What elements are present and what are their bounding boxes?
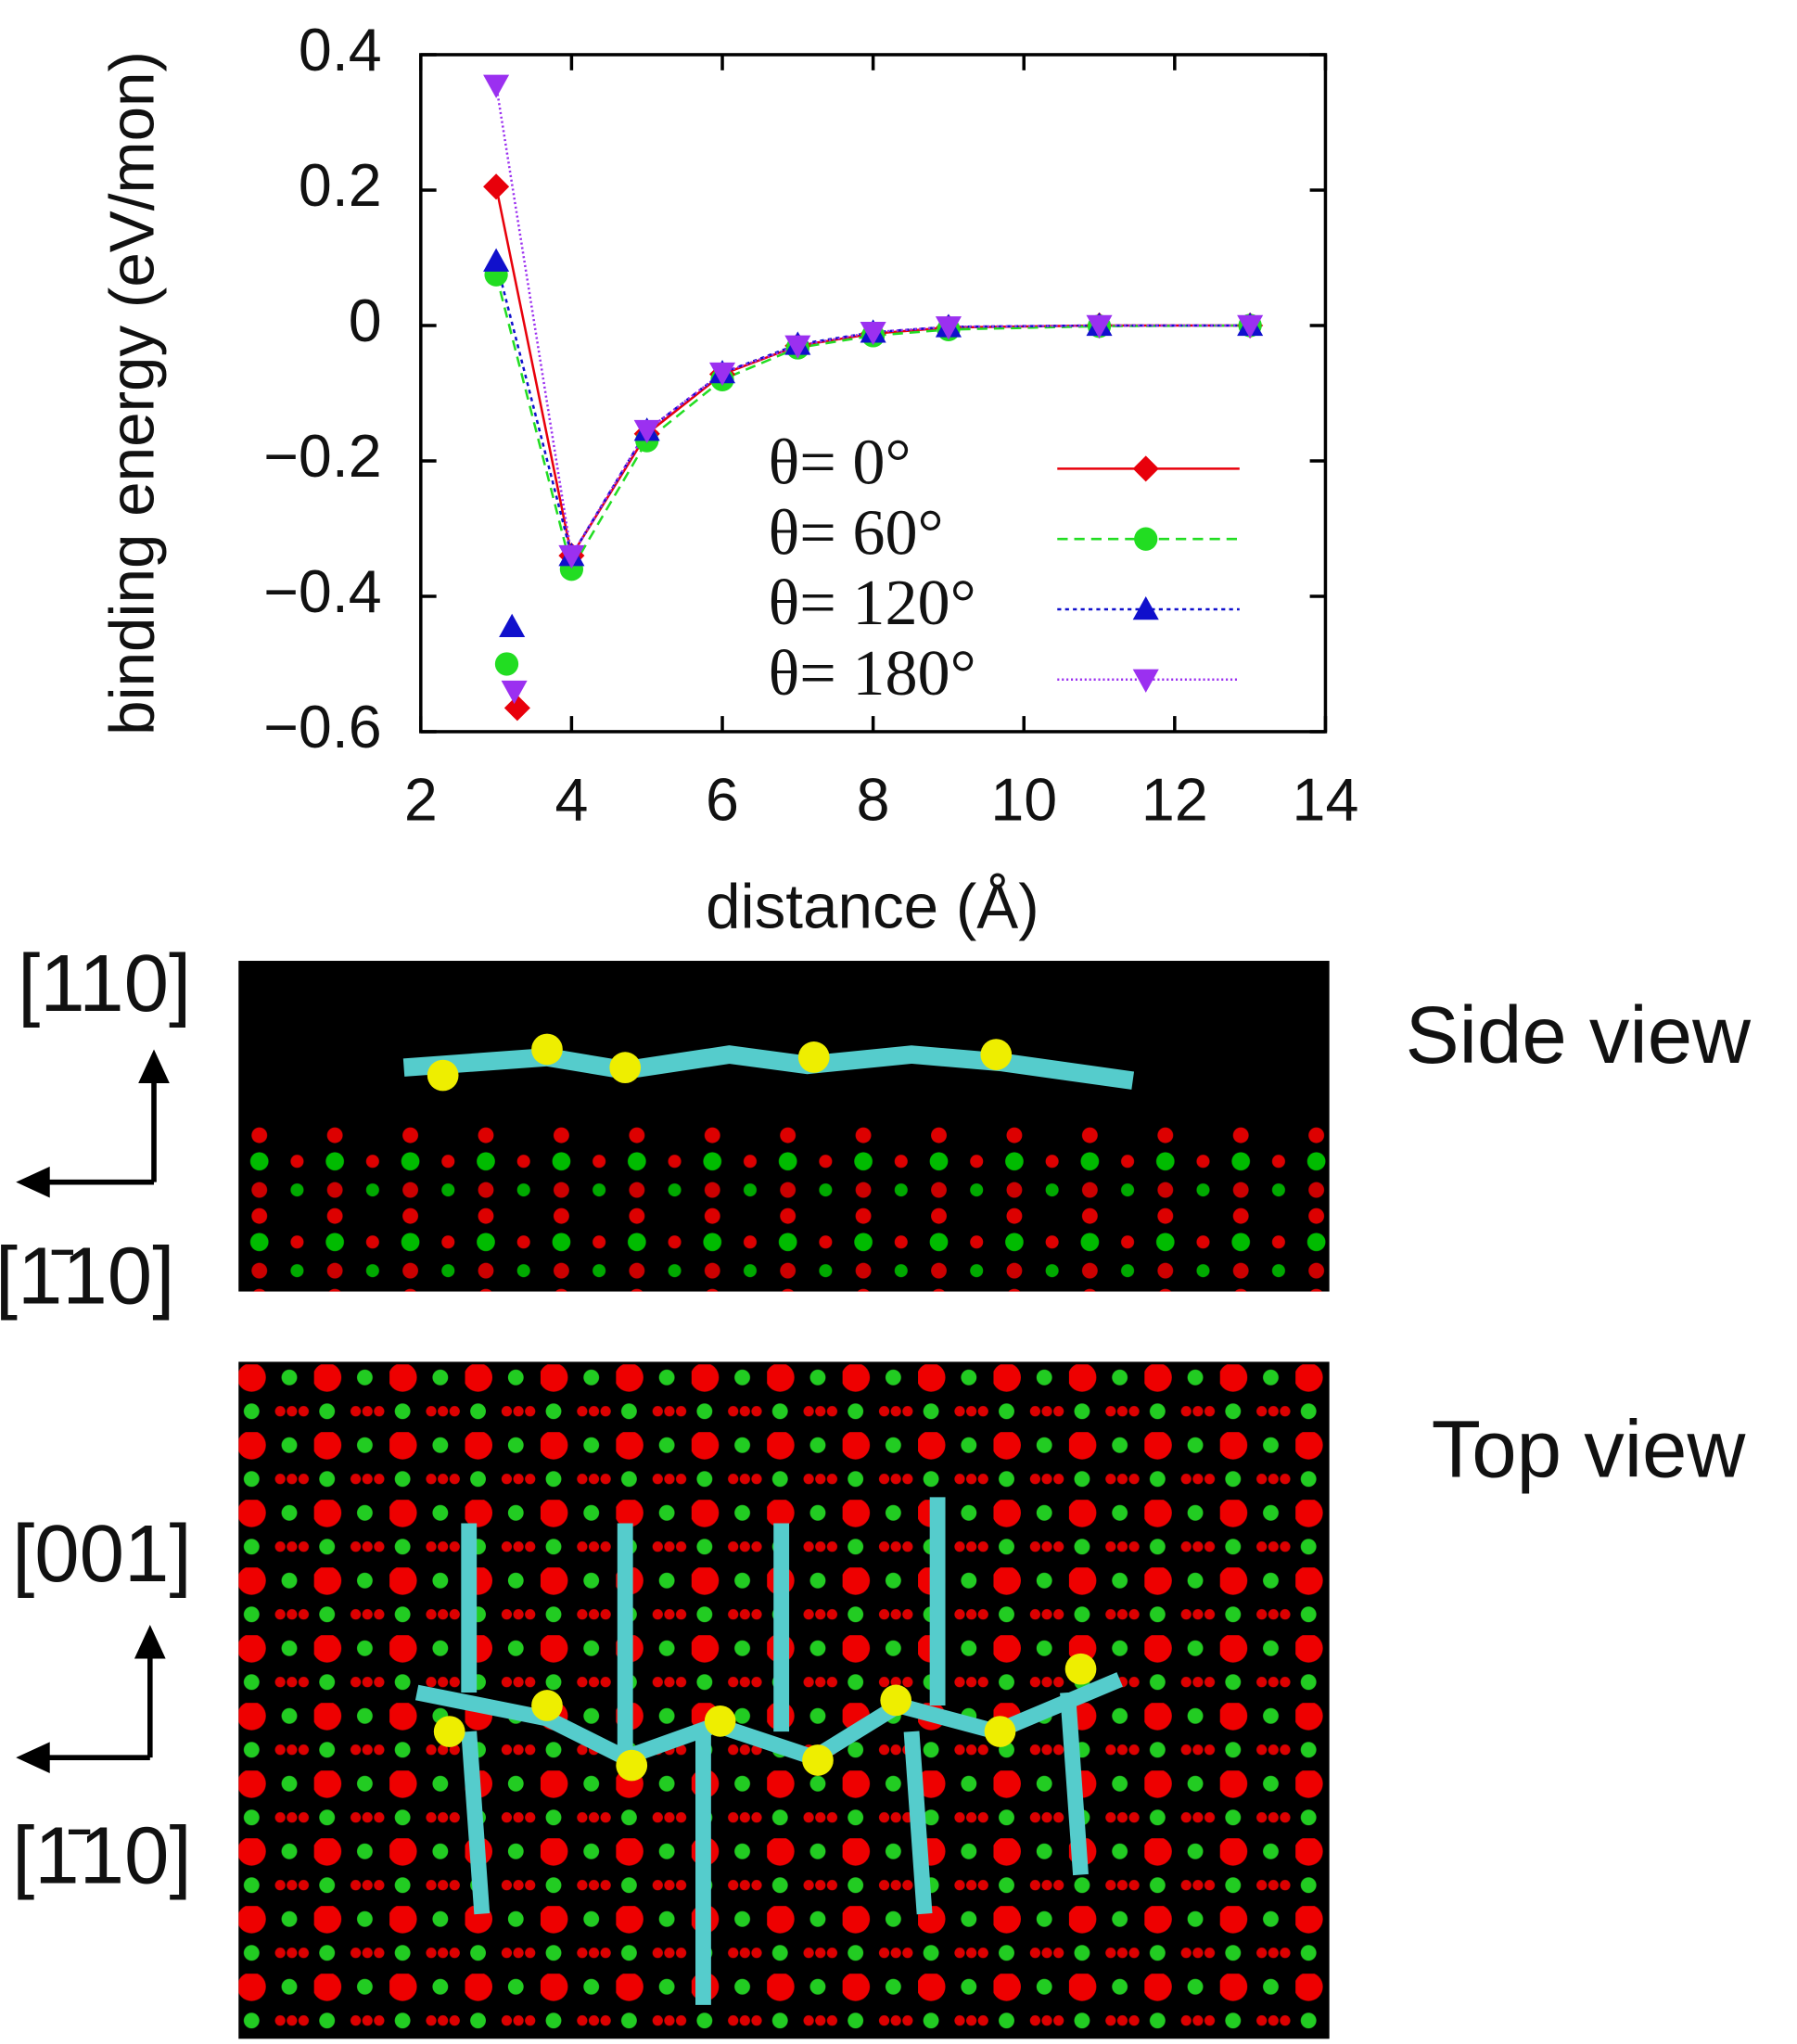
legend-label: θ= 60° <box>769 496 944 568</box>
legend-marker <box>1132 669 1159 693</box>
marker <box>503 695 530 722</box>
marker <box>1086 314 1113 339</box>
x-tick-label: 14 <box>1293 767 1359 834</box>
top-sulfur <box>433 1653 1097 1782</box>
x-tick-label: 8 <box>857 767 890 834</box>
y-tick-label: 0.4 <box>299 17 382 83</box>
top-arrows <box>36 1655 153 1760</box>
y-tick-label: 0.2 <box>299 152 382 219</box>
side-axis-left: [1̄10] <box>0 1232 174 1322</box>
marker <box>860 322 886 346</box>
legend-marker <box>1132 455 1159 482</box>
side-axis-up: [110] <box>18 939 191 1028</box>
marker <box>483 248 510 272</box>
marker <box>494 652 519 676</box>
y-tick-label: −0.6 <box>263 694 381 760</box>
side-sulfur <box>427 1033 1013 1092</box>
x-axis-label: distance (Å) <box>706 872 1039 941</box>
x-tick-label: 6 <box>706 767 739 834</box>
y-tick-label: −0.4 <box>263 558 381 625</box>
side-arrows <box>36 1080 157 1185</box>
marker <box>483 74 510 98</box>
legend-label: θ= 0° <box>769 426 911 498</box>
marker <box>501 680 528 705</box>
y-tick-label: 0 <box>349 287 382 354</box>
top-label: Top view <box>1432 1404 1747 1494</box>
legend-marker <box>1132 595 1159 620</box>
y-axis-label: binding energy (eV/mon) <box>98 51 168 735</box>
x-tick-label: 12 <box>1141 767 1208 834</box>
marker <box>708 362 736 387</box>
y-tick-label: −0.2 <box>263 423 381 490</box>
legend-label: θ= 180° <box>769 637 976 709</box>
marker <box>558 544 585 569</box>
marker <box>483 173 510 200</box>
legend-marker <box>1134 527 1158 551</box>
x-tick-label: 4 <box>554 767 588 834</box>
side-arrowheads <box>16 1049 170 1198</box>
marker <box>935 316 962 340</box>
top-molecule <box>414 1497 1123 2005</box>
top-axis-up: [001] <box>12 1509 192 1599</box>
x-tick-label: 2 <box>404 767 438 834</box>
x-tick-label: 10 <box>990 767 1057 834</box>
marker <box>499 613 526 638</box>
marker <box>1237 314 1264 339</box>
side-label: Side view <box>1406 990 1752 1080</box>
top-arrowheads <box>16 1624 166 1774</box>
marker <box>784 335 811 359</box>
legend-label: θ= 120° <box>769 567 976 639</box>
top-axis-left: [1̄10] <box>12 1810 192 1900</box>
marker <box>633 419 660 444</box>
side-lattice <box>238 1122 1330 1292</box>
